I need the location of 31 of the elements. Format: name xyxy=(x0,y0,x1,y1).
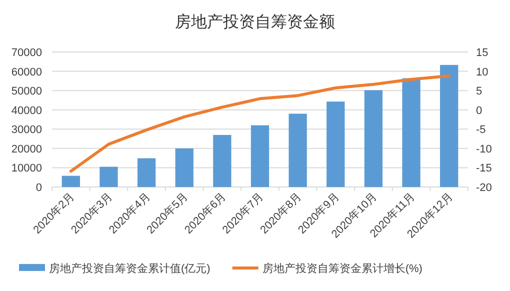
legend-label: 房地产投资自筹资金累计增长(%) xyxy=(262,262,422,275)
chart-title: 房地产投资自筹资金额 xyxy=(175,13,335,31)
line-series xyxy=(69,74,451,173)
y2-tick-label: 15 xyxy=(476,47,488,59)
legend-label: 房地产投资自筹资金累计值(亿元) xyxy=(49,262,210,275)
y-tick-label: 70000 xyxy=(11,47,42,59)
bar xyxy=(326,102,345,187)
bar xyxy=(100,166,118,187)
bar xyxy=(402,78,420,187)
bar xyxy=(440,64,458,187)
bar xyxy=(137,158,156,187)
y-tick-label: 40000 xyxy=(11,104,42,117)
bar xyxy=(62,176,80,187)
y-tick-label: 10000 xyxy=(11,162,42,175)
bar xyxy=(288,114,307,187)
y-tick-label: 30000 xyxy=(11,124,42,136)
bar xyxy=(213,134,232,187)
y2-tick-label: 0 xyxy=(476,104,482,117)
y-tick-label: 0 xyxy=(36,182,42,194)
bar xyxy=(364,90,383,187)
y-tick-label: 60000 xyxy=(11,66,42,78)
y-tick-label: 50000 xyxy=(11,86,42,98)
y2-tick-label: 5 xyxy=(476,86,482,98)
bar xyxy=(250,125,270,187)
bar xyxy=(175,148,194,187)
y2-tick-label: -20 xyxy=(476,182,492,194)
y2-tick-label: 10 xyxy=(476,66,488,78)
y2-tick-label: -10 xyxy=(476,143,492,156)
y-tick-label: 20000 xyxy=(11,143,42,156)
y2-tick-label: -15 xyxy=(476,162,492,175)
y2-tick-label: -5 xyxy=(476,124,486,136)
